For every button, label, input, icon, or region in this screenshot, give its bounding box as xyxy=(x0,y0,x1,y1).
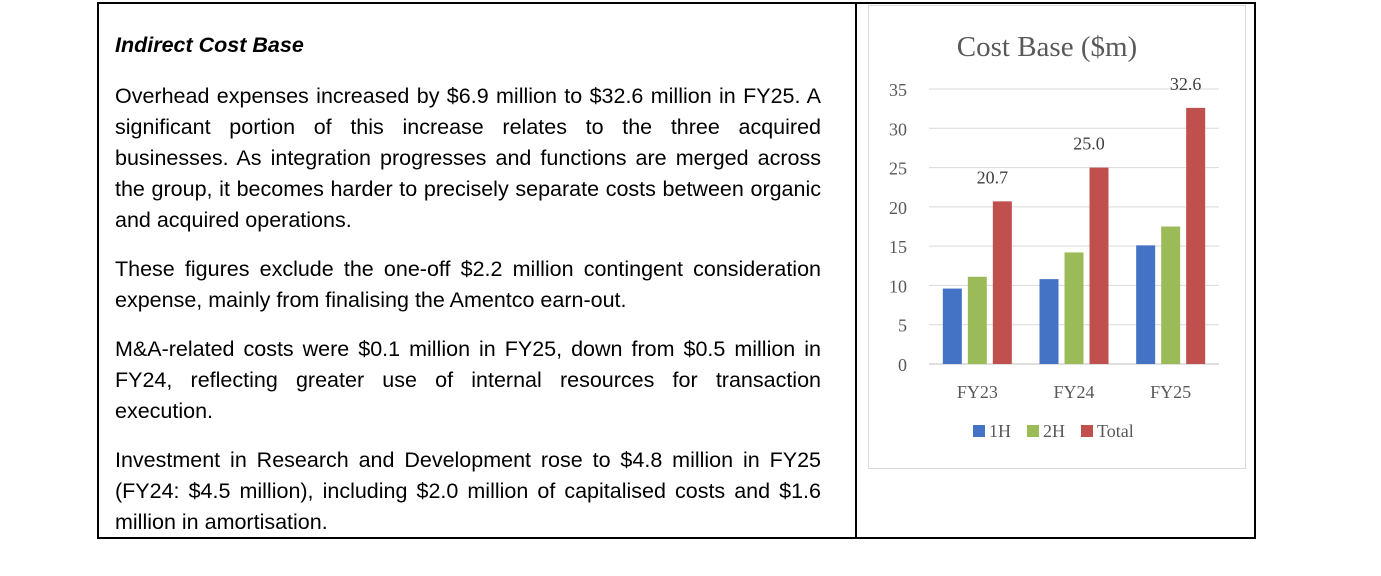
x-tick-label-fy24: FY24 xyxy=(1053,382,1094,402)
x-tick-label-fy25: FY25 xyxy=(1150,382,1191,402)
x-tick-label-fy23: FY23 xyxy=(957,382,998,402)
bar-fy23-1h xyxy=(942,288,962,364)
text-column: Indirect Cost Base Overhead expenses inc… xyxy=(115,30,821,556)
bar-fy25-total xyxy=(1186,107,1206,364)
bar-fy24-1h xyxy=(1039,279,1059,364)
paragraph-rd: Investment in Research and Development r… xyxy=(115,448,821,534)
chart-container: Cost Base ($m) 0 5 10 15 20 25 30 35 20.7 25.0 32… xyxy=(868,5,1246,469)
y-tick-label-30: 30 xyxy=(889,119,907,139)
bar-fy23-2h xyxy=(967,276,987,364)
data-label-fy24: 25.0 xyxy=(1073,134,1105,154)
paragraph-overhead: Overhead expenses increased by $6.9 mill… xyxy=(115,84,821,232)
legend-label-2h: 2H xyxy=(1043,421,1065,441)
x-axis-ticks: FY23 FY24 FY25 xyxy=(957,382,1191,402)
chart-legend: 1H 2H Total xyxy=(973,421,1134,441)
section-heading: Indirect Cost Base xyxy=(115,33,304,57)
legend-label-total: Total xyxy=(1097,421,1134,441)
data-label-fy23: 20.7 xyxy=(977,167,1009,187)
y-tick-label-5: 5 xyxy=(898,316,907,336)
chart-title: Cost Base ($m) xyxy=(957,31,1137,63)
content-frame xyxy=(97,2,1256,539)
bar-fy25-1h xyxy=(1136,245,1156,364)
y-tick-label-20: 20 xyxy=(889,198,907,218)
y-axis-ticks: 0 5 10 15 20 25 30 35 xyxy=(889,80,907,375)
data-labels: 20.7 25.0 32.6 xyxy=(977,74,1202,188)
paragraph-ma-costs: M&A-related costs were $0.1 million in F… xyxy=(115,337,821,423)
bar-fy24-total xyxy=(1089,167,1109,364)
column-divider xyxy=(855,2,857,539)
y-tick-label-10: 10 xyxy=(889,276,907,296)
bar-fy23-total xyxy=(992,201,1012,364)
legend-swatch-2h xyxy=(1027,425,1039,437)
chart-bars xyxy=(942,107,1206,364)
y-tick-label-0: 0 xyxy=(898,355,907,375)
paragraph-contingent: These figures exclude the one-off $2.2 m… xyxy=(115,257,821,312)
cost-base-chart: Cost Base ($m) 0 5 10 15 20 25 30 35 20.7 25.0 32… xyxy=(889,31,1219,441)
legend-swatch-total xyxy=(1081,425,1093,437)
legend-swatch-1h xyxy=(973,425,985,437)
y-tick-label-25: 25 xyxy=(889,159,907,179)
bar-fy24-2h xyxy=(1064,252,1084,364)
y-tick-label-15: 15 xyxy=(889,237,907,257)
y-tick-label-35: 35 xyxy=(889,80,907,100)
legend-label-1h: 1H xyxy=(989,421,1011,441)
bar-fy25-2h xyxy=(1161,226,1181,364)
data-label-fy25: 32.6 xyxy=(1170,74,1202,94)
